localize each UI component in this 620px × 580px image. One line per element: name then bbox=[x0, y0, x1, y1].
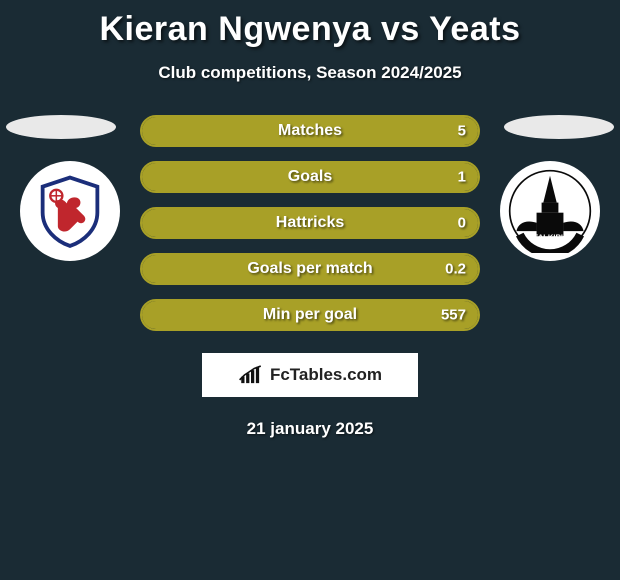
comparison-stage: FALKIRK Matches 5 Goals 1 Hattricks 0 Go… bbox=[0, 115, 620, 439]
brand-name: FcTables.com bbox=[270, 365, 382, 385]
stat-right-value: 1 bbox=[458, 169, 466, 186]
stat-row-min-per-goal: Min per goal 557 bbox=[140, 299, 480, 331]
stat-right-value: 5 bbox=[458, 123, 466, 140]
stat-label: Matches bbox=[278, 122, 342, 140]
stat-row-hattricks: Hattricks 0 bbox=[140, 207, 480, 239]
club-right-name: FALKIRK bbox=[534, 233, 567, 242]
club-left-badge bbox=[20, 161, 120, 261]
club-right-crest-icon: FALKIRK bbox=[508, 169, 592, 253]
stat-label: Goals per match bbox=[247, 260, 372, 278]
stat-right-value: 0 bbox=[458, 215, 466, 232]
player-right-shadow bbox=[504, 115, 614, 139]
stat-row-matches: Matches 5 bbox=[140, 115, 480, 147]
player-left-shadow bbox=[6, 115, 116, 139]
stat-right-value: 557 bbox=[441, 307, 466, 324]
stat-right-value: 0.2 bbox=[445, 261, 466, 278]
stat-label: Goals bbox=[288, 168, 332, 186]
stat-label: Min per goal bbox=[263, 306, 357, 324]
brand-box[interactable]: FcTables.com bbox=[202, 353, 418, 397]
brand-chart-icon bbox=[238, 365, 264, 385]
footer-date: 21 january 2025 bbox=[0, 419, 620, 439]
club-left-crest-icon bbox=[32, 173, 108, 249]
page-title: Kieran Ngwenya vs Yeats bbox=[0, 0, 620, 49]
stat-row-goals: Goals 1 bbox=[140, 161, 480, 193]
club-right-badge: FALKIRK bbox=[500, 161, 600, 261]
stat-rows: Matches 5 Goals 1 Hattricks 0 Goals per … bbox=[140, 115, 480, 331]
stat-label: Hattricks bbox=[276, 214, 344, 232]
page-subtitle: Club competitions, Season 2024/2025 bbox=[0, 63, 620, 83]
stat-row-goals-per-match: Goals per match 0.2 bbox=[140, 253, 480, 285]
